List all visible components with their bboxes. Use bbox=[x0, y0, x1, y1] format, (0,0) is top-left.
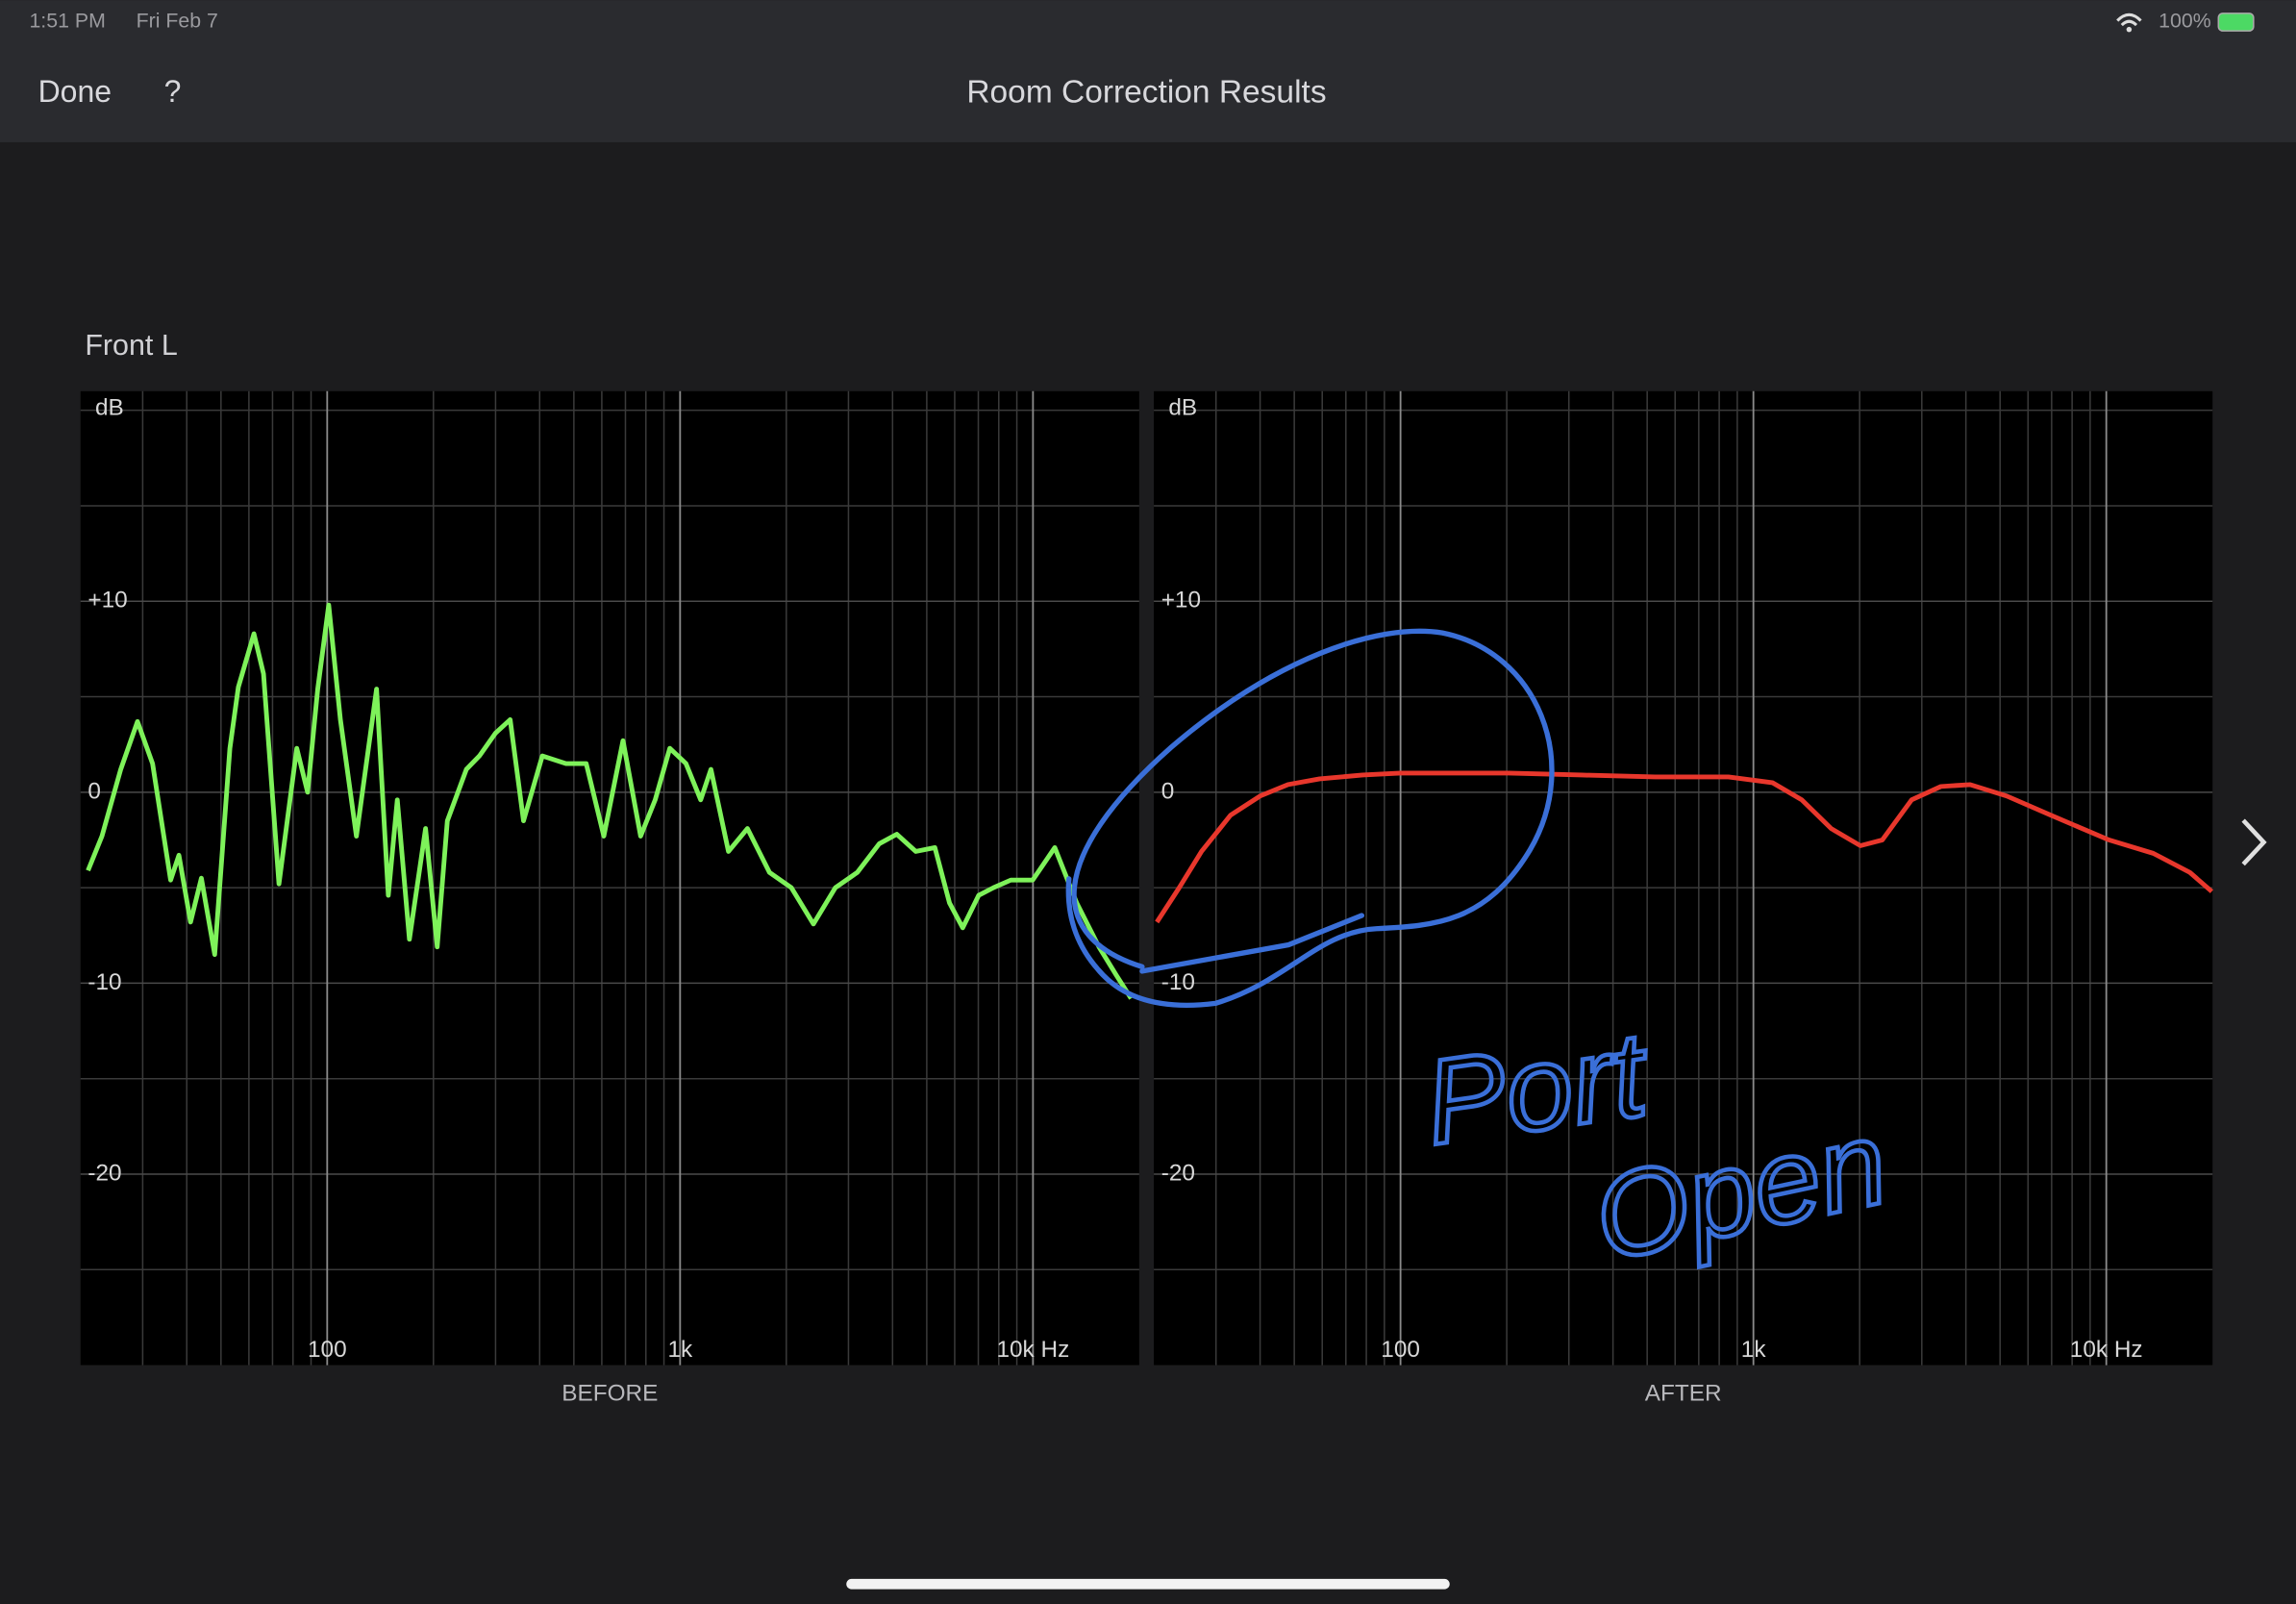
status-time: 1:51 PM bbox=[29, 10, 105, 33]
ink-circle bbox=[1065, 628, 1555, 1009]
x-tick-label: 100 bbox=[1381, 1337, 1420, 1363]
battery-icon bbox=[2217, 13, 2255, 32]
x-tick-label: 100 bbox=[308, 1337, 347, 1363]
y-tick-label: +10 bbox=[1161, 588, 1201, 614]
y-tick-label: +10 bbox=[87, 588, 127, 614]
x-tick-label: 1k bbox=[667, 1337, 693, 1363]
channel-label: Front L bbox=[85, 329, 177, 362]
status-battery: 100% bbox=[2159, 10, 2211, 33]
next-chevron[interactable] bbox=[2241, 818, 2267, 866]
y-axis-label: dB bbox=[1168, 395, 1197, 421]
y-tick-label: 0 bbox=[87, 778, 101, 804]
x-tick-label: 10k Hz bbox=[996, 1337, 1069, 1363]
home-indicator bbox=[846, 1578, 1450, 1590]
x-axis-label: BEFORE bbox=[562, 1380, 658, 1406]
nav-title: Room Correction Results bbox=[966, 74, 1326, 110]
response-line bbox=[86, 602, 1134, 1000]
y-tick-label: 0 bbox=[1161, 778, 1175, 804]
help-button[interactable]: ? bbox=[164, 74, 182, 109]
x-tick-label: 10k Hz bbox=[2070, 1337, 2143, 1363]
y-tick-label: -20 bbox=[87, 1160, 121, 1186]
response-line bbox=[1155, 770, 2214, 924]
y-axis-label: dB bbox=[95, 395, 124, 421]
nav-bar bbox=[0, 0, 2296, 142]
y-tick-label: -10 bbox=[87, 969, 121, 995]
x-tick-label: 1k bbox=[1741, 1337, 1767, 1363]
x-axis-label: AFTER bbox=[1645, 1380, 1722, 1406]
status-date: Fri Feb 7 bbox=[137, 10, 218, 33]
plot-area bbox=[80, 390, 1139, 1366]
y-tick-label: -10 bbox=[1161, 969, 1195, 995]
wifi-dot bbox=[2126, 26, 2133, 33]
y-tick-label: -20 bbox=[1161, 1160, 1195, 1186]
done-button[interactable]: Done bbox=[38, 74, 112, 109]
plot-area bbox=[1154, 390, 2213, 1366]
wifi-icon bbox=[2116, 13, 2142, 27]
charts: +10 0 -10 -20 100 1k 10k Hz dB BEFORE +10 0 -10 -20 1… bbox=[80, 390, 2214, 1406]
